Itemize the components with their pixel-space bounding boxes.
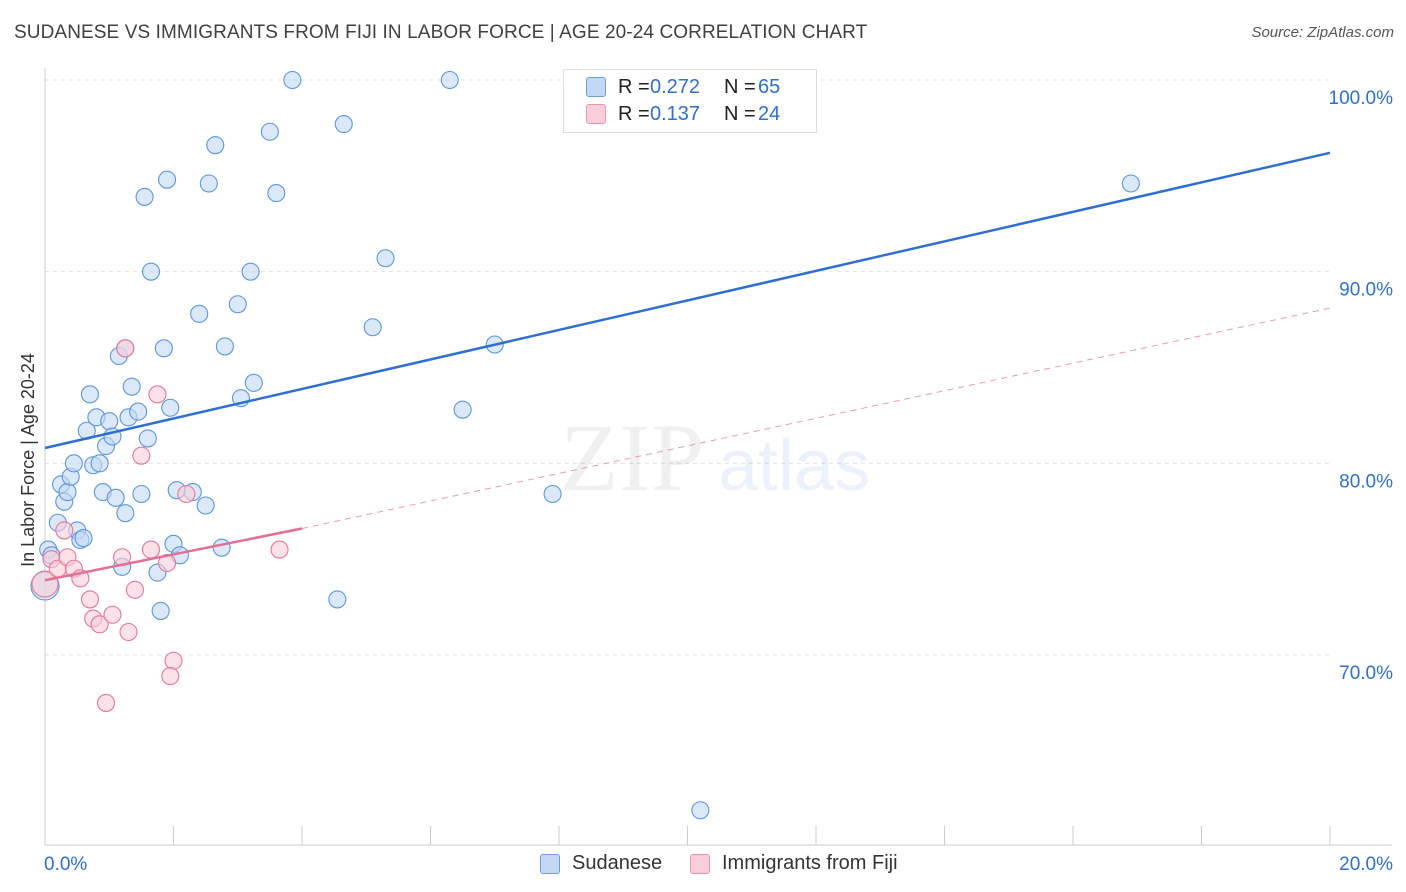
fiji-point xyxy=(90,615,109,634)
trend-lines xyxy=(44,151,1331,582)
y-tick-label: 70.0% xyxy=(1339,663,1393,684)
sudanese-point xyxy=(116,504,135,523)
legend-swatch-fiji xyxy=(690,853,710,874)
y-tick-label: 100.0% xyxy=(1329,88,1394,109)
sudanese-point xyxy=(283,70,302,90)
sudanese-point xyxy=(100,412,119,431)
sudanese-point xyxy=(215,337,234,356)
fiji-point xyxy=(119,622,138,642)
sudanese-point xyxy=(244,373,263,392)
legend-swatch-sudanese xyxy=(586,77,606,97)
sudanese-point xyxy=(328,590,347,609)
sudanese-point xyxy=(74,529,93,548)
legend-n-value: 65 xyxy=(758,75,781,98)
sudanese-point xyxy=(122,377,141,396)
fiji-point xyxy=(125,580,144,599)
sudanese-point xyxy=(453,400,472,419)
fiji-point xyxy=(270,540,289,559)
sudanese-point xyxy=(241,262,260,281)
legend-n-label: N = xyxy=(724,102,756,125)
sudanese-point xyxy=(90,454,109,473)
watermark-atlas: atlas xyxy=(718,426,870,506)
sudanese-point xyxy=(691,801,710,820)
legend-n-value: 24 xyxy=(758,102,781,125)
stats-legend: R = 0.272 N = 65 R = 0.137 N = 24 xyxy=(563,69,817,133)
trend-line-fiji xyxy=(44,527,303,582)
sudanese-point xyxy=(158,170,177,189)
legend-swatch-fiji xyxy=(586,104,606,124)
trend-line-sudanese xyxy=(44,151,1331,450)
sudanese-point xyxy=(151,601,170,620)
watermark: ZIP atlas xyxy=(560,404,870,511)
y-tick-label: 80.0% xyxy=(1339,471,1393,492)
fiji-point xyxy=(103,605,122,624)
legend-row-fiji: R = 0.137 N = 24 xyxy=(586,102,780,126)
sudanese-point xyxy=(267,184,286,203)
legend-r-value: 0.272 xyxy=(650,75,701,98)
sudanese-point xyxy=(212,538,231,557)
x-tick-label: 0.0% xyxy=(44,854,87,875)
sudanese-points xyxy=(30,70,1140,820)
fiji-point xyxy=(161,667,180,686)
fiji-point xyxy=(141,540,161,559)
legend-r-value: 0.137 xyxy=(650,102,701,125)
sudanese-point xyxy=(199,174,218,193)
fiji-point xyxy=(116,339,135,358)
grid-lines xyxy=(45,79,1330,656)
legend-label-sudanese: Sudanese xyxy=(572,852,663,874)
source-label: Source: ZipAtlas.com xyxy=(1251,24,1394,41)
sudanese-point xyxy=(154,339,173,358)
sudanese-point xyxy=(196,496,215,515)
sudanese-point xyxy=(80,385,100,404)
watermark-zip: ZIP xyxy=(560,404,704,511)
sudanese-point xyxy=(64,454,83,473)
legend-n-label: N = xyxy=(724,75,756,98)
sudanese-point xyxy=(135,187,154,206)
fiji-point xyxy=(177,484,196,504)
sudanese-point xyxy=(334,115,353,134)
sudanese-point xyxy=(161,398,180,417)
fiji-point xyxy=(132,446,151,465)
sudanese-point xyxy=(228,295,247,314)
legend-row-sudanese: R = 0.272 N = 65 xyxy=(586,75,780,99)
legend-r-label: R = xyxy=(618,102,650,125)
sudanese-point xyxy=(138,429,157,448)
axes xyxy=(44,68,1392,846)
x-tick-label: 20.0% xyxy=(1339,854,1393,875)
fiji-point xyxy=(55,521,74,540)
fiji-point xyxy=(31,570,59,598)
fiji-point xyxy=(164,651,183,670)
series-legend: Sudanese Immigrants from Fiji xyxy=(0,852,1406,878)
sudanese-point xyxy=(543,484,562,504)
sudanese-point xyxy=(106,488,125,507)
legend-item-fiji[interactable]: Immigrants from Fiji xyxy=(690,852,898,875)
sudanese-point xyxy=(440,70,459,90)
fiji-point xyxy=(96,693,116,712)
sudanese-point xyxy=(58,483,77,502)
sudanese-point xyxy=(376,249,395,268)
sudanese-point xyxy=(132,484,151,504)
legend-item-sudanese[interactable]: Sudanese xyxy=(540,852,662,875)
sudanese-point xyxy=(129,402,148,421)
sudanese-point xyxy=(363,318,382,337)
fiji-point xyxy=(80,590,100,609)
fiji-point xyxy=(148,385,167,404)
tick-labels: 100.0% 90.0% 80.0% 70.0% 0.0% 20.0% xyxy=(44,88,1393,875)
legend-swatch-sudanese xyxy=(540,853,560,874)
sudanese-point xyxy=(141,262,161,281)
y-tick-label: 90.0% xyxy=(1339,280,1393,301)
legend-label-fiji: Immigrants from Fiji xyxy=(722,852,898,874)
sudanese-point xyxy=(206,136,225,155)
sudanese-point xyxy=(260,122,279,141)
sudanese-point xyxy=(190,304,209,323)
chart-title: SUDANESE VS IMMIGRANTS FROM FIJI IN LABO… xyxy=(14,22,868,43)
y-axis-label: In Labor Force | Age 20-24 xyxy=(18,353,38,567)
fiji-points xyxy=(31,339,289,712)
legend-r-label: R = xyxy=(618,75,650,98)
sudanese-point xyxy=(1121,174,1140,193)
